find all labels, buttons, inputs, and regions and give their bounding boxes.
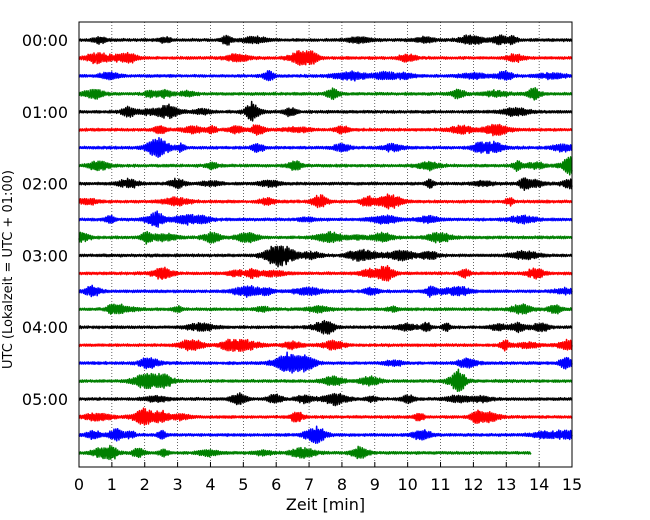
y-axis-title: UTC (Lokalzeit = UTC + 01:00): [1, 170, 16, 369]
trace-line-0445: [78, 368, 573, 393]
trace-line-0330: [78, 284, 573, 298]
trace-line-0230: [78, 210, 573, 228]
trace-line-0000: [78, 34, 573, 46]
trace-line-0345: [78, 303, 573, 315]
y-tick-label: 04:00: [22, 318, 68, 337]
y-tick-label: 05:00: [22, 390, 68, 409]
y-tick-label: 00:00: [22, 31, 68, 50]
vertical-grid: [111, 22, 540, 467]
x-tick-label: 8: [337, 475, 347, 494]
trace-line-0115: [78, 123, 573, 137]
x-tick-label: 7: [304, 475, 314, 494]
trace-line-0500: [78, 392, 573, 407]
trace-line-0145: [78, 156, 573, 176]
trace-line-0400: [78, 319, 573, 335]
x-tick-label: 9: [370, 475, 380, 494]
x-tick-label: 3: [173, 475, 183, 494]
y-tick-label: 03:00: [22, 246, 68, 265]
x-tick-label: 13: [496, 475, 516, 494]
x-tick-label: 15: [562, 475, 582, 494]
x-tick-label: 6: [271, 475, 281, 494]
trace-line-0130: [78, 137, 573, 158]
x-axis-ticks: 0 1 2 3 4 5 6 7 8 9 10 11 12 13 14 15: [74, 462, 582, 494]
trace-line-0515: [78, 407, 573, 426]
x-tick-label: 0: [74, 475, 84, 494]
trace-line-0245: [78, 230, 573, 245]
trace-line-0215: [78, 193, 573, 210]
x-tick-label: 1: [107, 475, 117, 494]
x-axis-title: Zeit [min]: [286, 495, 365, 514]
y-tick-label: 02:00: [22, 175, 68, 194]
plot-frame: [78, 21, 573, 468]
trace-line-0100: [78, 100, 573, 122]
trace-line-0415: [78, 338, 573, 352]
seismogram-traces: [78, 34, 573, 461]
trace-line-0300: [78, 245, 573, 268]
x-tick-label: 10: [397, 475, 417, 494]
trace-line-0015: [78, 50, 573, 66]
x-tick-label: 14: [529, 475, 549, 494]
trace-line-0430: [78, 351, 573, 374]
x-tick-label: 12: [463, 475, 483, 494]
x-tick-label: 4: [205, 475, 215, 494]
trace-line-0045: [78, 87, 573, 101]
trace-line-0530: [78, 425, 573, 444]
trace-line-0030: [78, 69, 573, 82]
trace-line-0200: [78, 177, 573, 191]
trace-line-0315: [78, 265, 573, 282]
y-axis-ticks: 00:00 01:00 02:00 03:00 04:00 05:00: [22, 31, 84, 409]
x-tick-label: 11: [430, 475, 450, 494]
y-tick-label: 01:00: [22, 103, 68, 122]
x-tick-label: 5: [238, 475, 248, 494]
trace-line-0545: [78, 444, 532, 461]
x-tick-label: 2: [140, 475, 150, 494]
